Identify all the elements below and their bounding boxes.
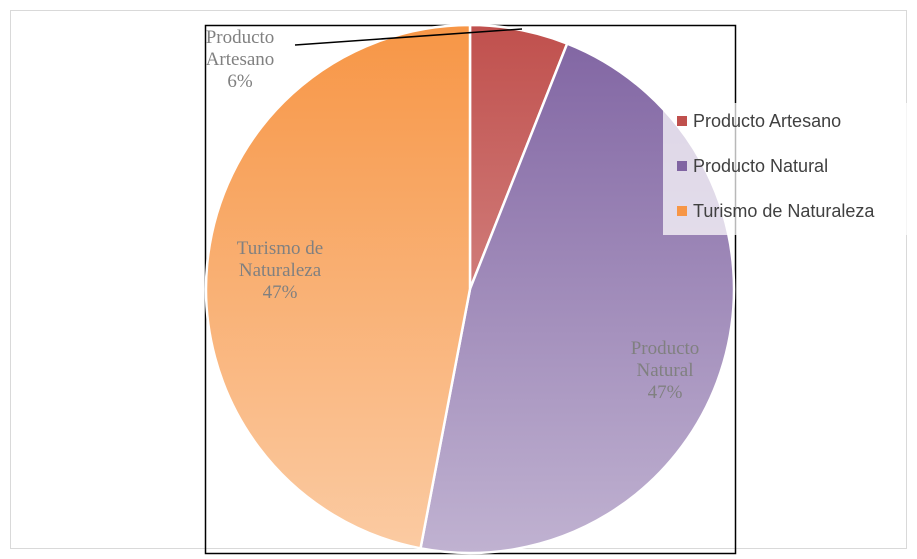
legend: Producto Artesano Producto Natural Turismo… [663,103,917,235]
legend-label: Producto Artesano [693,111,842,131]
leader-line [294,28,523,46]
data-label-name: Producto Natural [630,338,700,381]
legend-entry: Turismo de Naturaleza [677,201,874,222]
data-label: Producto Artesano 6% [184,27,296,93]
data-label-value: 47% [647,382,683,403]
legend-label: Turismo de Naturaleza [693,201,875,221]
data-label: Producto Natural 47% [609,338,721,404]
legend-label: Producto Natural [693,156,829,176]
legend-swatch [677,161,687,171]
data-label: Turismo de Naturaleza 47% [224,238,336,304]
data-label-value: 47% [262,282,298,303]
legend-swatch [677,206,687,216]
legend-entry: Producto Artesano [677,111,841,132]
legend-swatch [677,116,687,126]
legend-entry: Producto Natural [677,156,828,177]
pie-slice [419,41,736,555]
data-label-name: Turismo de Naturaleza [236,238,324,281]
pie-slice [204,23,472,550]
data-label-name: Producto Artesano [205,27,275,70]
data-label-value: 6% [227,71,253,92]
